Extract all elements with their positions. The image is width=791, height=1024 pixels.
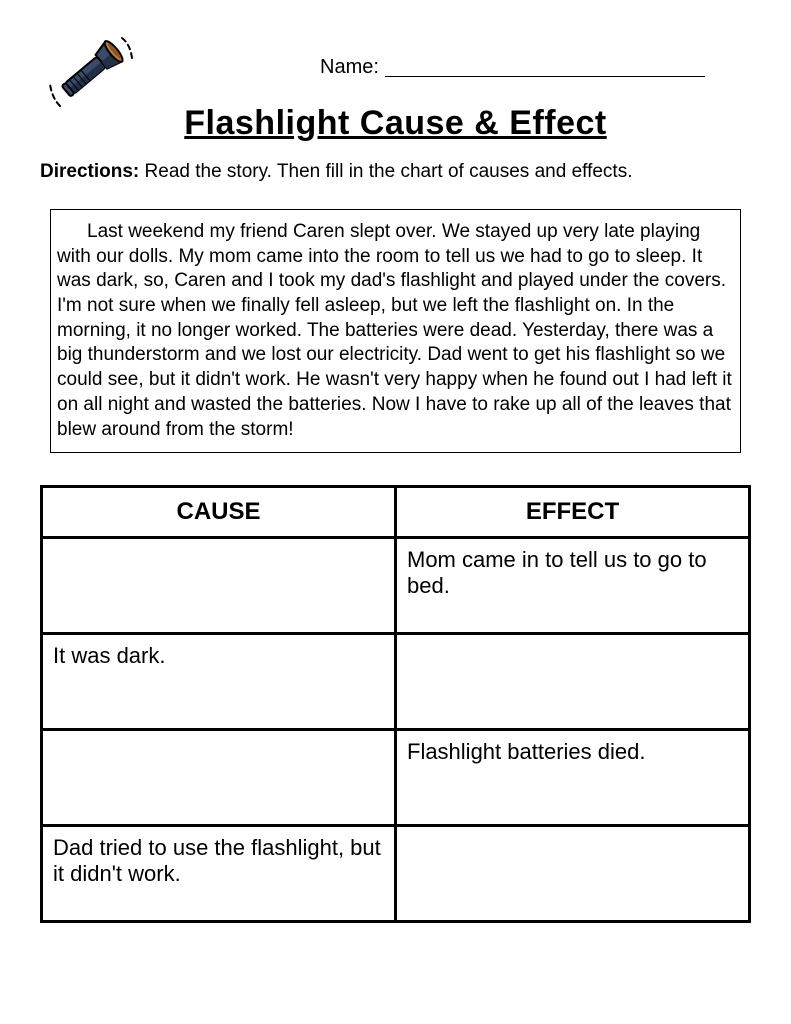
table-row: Mom came in to tell us to go to bed. [42, 538, 750, 634]
cell-cause[interactable] [42, 730, 396, 826]
table-header-row: CAUSE EFFECT [42, 487, 750, 538]
table-row: Flashlight batteries died. [42, 730, 750, 826]
story-text: Last weekend my friend Caren slept over.… [57, 220, 734, 442]
flashlight-icon [40, 20, 140, 120]
name-field[interactable]: Name: [320, 56, 705, 79]
directions-label: Directions: [40, 161, 139, 182]
story-box: Last weekend my friend Caren slept over.… [50, 209, 741, 453]
directions: Directions: Read the story. Then fill in… [40, 161, 751, 183]
cell-cause[interactable]: Dad tried to use the flashlight, but it … [42, 826, 396, 922]
cell-effect[interactable]: Flashlight batteries died. [396, 730, 750, 826]
page-title: Flashlight Cause & Effect [40, 104, 751, 143]
table-row: It was dark. [42, 634, 750, 730]
cell-effect[interactable] [396, 826, 750, 922]
cell-cause[interactable] [42, 538, 396, 634]
cell-effect[interactable]: Mom came in to tell us to go to bed. [396, 538, 750, 634]
name-underline[interactable] [385, 76, 705, 77]
cell-cause[interactable]: It was dark. [42, 634, 396, 730]
header-cause: CAUSE [42, 487, 396, 538]
name-label: Name: [320, 56, 379, 79]
header-effect: EFFECT [396, 487, 750, 538]
cell-effect[interactable] [396, 634, 750, 730]
table-row: Dad tried to use the flashlight, but it … [42, 826, 750, 922]
directions-text: Read the story. Then fill in the chart o… [139, 161, 632, 182]
cause-effect-table: CAUSE EFFECT Mom came in to tell us to g… [40, 485, 751, 923]
